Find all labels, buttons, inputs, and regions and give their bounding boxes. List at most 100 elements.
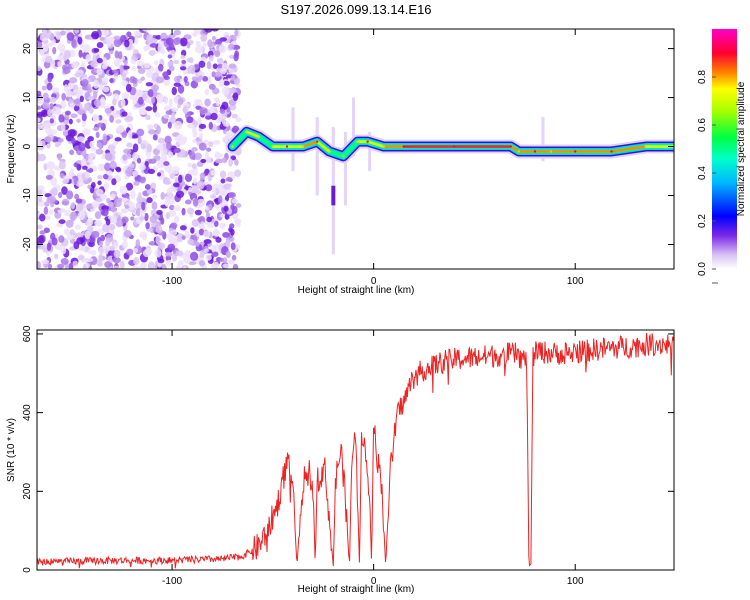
spectrogram-streak [351,97,355,157]
spectrogram-noise-cell [227,259,235,265]
spectrogram-noise-cell [87,136,94,142]
spectrogram-noise-cell [151,221,158,228]
spectrogram-noise-cell [37,96,45,105]
spectrogram-noise-cell [149,43,158,48]
spectrogram-noise-cell [145,69,153,79]
spectrogram-noise-cell [132,152,138,161]
spectrogram-noise-cell [144,212,149,222]
spectrogram-noise-cell [197,198,206,207]
spectrogram-noise-cell [41,259,50,265]
spectrogram-noise-cell [109,161,117,170]
spectrogram-noise-cell [204,184,213,192]
spectrogram-noise-cell [58,137,64,143]
spectrogram-noise-cell [173,147,181,153]
spectrogram-noise-cell [110,205,117,213]
spectrogram-noise-cell [37,224,43,230]
spectrogram-noise-cell [230,242,236,250]
spectrogram-noise-cell [111,215,118,224]
spectrogram-noise-cell [232,92,239,101]
spectrogram-noise-cell [173,29,182,36]
spectrogram-noise-cell [177,97,184,106]
spectrogram-noise-cell [193,152,202,160]
spectrogram-noise-cell [97,175,103,180]
spectrogram-noise-cell [222,263,230,269]
spectrogram-noise-cell [88,106,94,114]
spectrogram-noise-cell [223,136,229,144]
spectrogram-streak [291,107,295,172]
spectrogram-noise-cell [163,105,172,112]
snr-y-label: SNR (10 * v/v) [6,418,17,482]
spectrogram-noise-cell [190,80,198,89]
spectrogram-noise-cell [222,231,230,238]
spectrogram-noise-cell [132,97,138,105]
spectrogram-noise-cell [94,211,102,220]
spectrogram-noise-cell [42,101,50,109]
spectrogram-streak [343,131,347,206]
spectrogram-noise-cell [168,204,175,211]
spectrogram-noise-cell [215,153,224,158]
spectrogram-noise-cell [145,82,153,87]
spectrogram-noise-cell [74,193,80,200]
spectrogram-noise-cell [137,78,143,84]
spectrogram-ridge-point [271,145,275,148]
spectrogram-noise-cell [130,216,135,221]
spectrogram-noise-cell [57,263,65,269]
spectrogram-noise-cell [198,60,206,68]
spectrogram-noise-cell [64,209,71,217]
spectrogram-noise-cell [151,201,158,211]
spectrogram-noise-cell [229,223,235,229]
spectrogram-noise-cell [84,257,94,263]
spectrogram-noise-cell [156,125,161,135]
spectrogram-noise-cell [211,71,216,78]
spectrogram-noise-cell [196,180,205,190]
spectrogram-noise-cell [74,72,83,78]
spectrogram-noise-cell [172,37,181,46]
spectrogram-noise-cell [198,228,205,236]
spectrogram-y-label: Frequency (Hz) [6,115,17,184]
spectrogram-noise-cell [164,251,173,257]
spectrogram-noise-cell [228,192,236,199]
spectrogram-noise-cell [140,143,146,150]
spectrogram-noise-cell [39,213,46,222]
spectrogram-noise-cell [142,93,147,101]
spectrogram-noise-cell [200,221,205,230]
spectrogram-noise-cell [148,49,156,57]
colorbar: 0.0 0.2 0.4 0.6 0.8 Normalized spectral ampl… [697,29,747,284]
spectrogram-noise-cell [60,246,67,255]
spectrogram-noise-cell [188,261,197,266]
spectrogram-noise-cell [174,215,180,223]
spectrogram-noise-cell [161,263,167,269]
spectrogram-noise-cell [191,163,197,169]
spectrogram-noise-cell [193,99,202,104]
spectrogram-noise-cell [131,65,137,72]
spectrogram-noise-cell [104,162,111,172]
spectrogram-noise-cell [93,99,102,107]
spectrogram-noise-cell [63,55,68,61]
spectrogram-y-tick-label: -20 [22,237,33,252]
spectrogram-noise-cell [156,172,162,177]
spectrogram-noise-cell [132,170,139,177]
spectrogram-noise-cell [46,160,55,170]
spectrogram-noise-cell [210,112,218,121]
spectrogram-ridge-point [402,145,406,148]
spectrogram-noise-cell [173,205,181,212]
spectrogram-noise-cell [234,159,239,166]
spectrogram-noise-cell [198,75,204,81]
spectrogram-noise-cell [170,230,178,236]
spectrogram-noise-cell [234,29,239,37]
spectrogram-noise-cell [145,114,151,121]
spectrogram-noise-cell [191,147,198,152]
spectrogram-noise-cell [148,129,156,135]
spectrogram-noise-cell [69,168,75,176]
spectrogram-noise-cell [137,135,142,145]
spectrogram-noise-cell [109,245,115,251]
spectrogram-noise-cell [77,254,84,261]
spectrogram-noise-cell [198,132,204,140]
spectrogram-noise-cell [177,237,183,243]
snr-x-tick-label: 0 [371,576,377,587]
spectrogram-noise-cell [211,244,216,253]
spectrogram-noise-cell [104,107,112,114]
spectrogram-noise-cell [165,259,173,267]
spectrogram-streak-strong [331,185,336,206]
spectrogram-noise-cell [102,223,110,233]
